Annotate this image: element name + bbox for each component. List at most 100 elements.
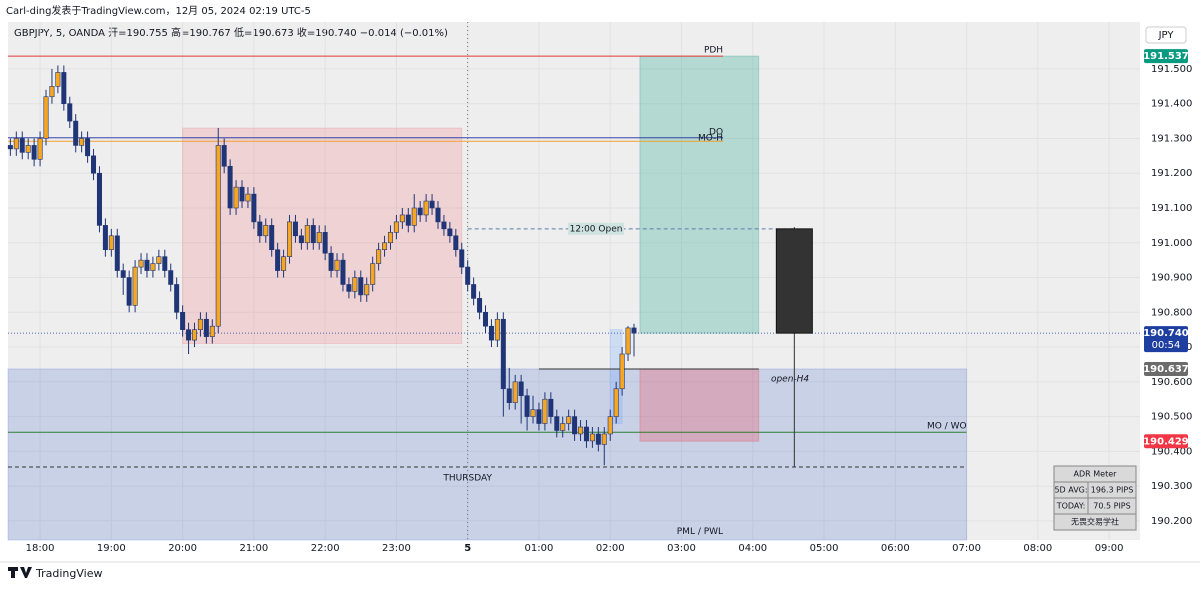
candle-body [13,138,19,150]
logo [8,567,32,578]
candle-body [548,398,554,417]
candle-body [477,298,483,313]
y-tick-label: 191.400 [1151,99,1192,110]
candle-body [108,235,114,251]
candle-body [447,228,453,237]
x-tick-label: 09:00 [1095,543,1124,554]
htf-body [775,228,813,334]
x-tick-label: 23:00 [382,543,411,554]
x-tick-label: 19:00 [97,543,126,554]
candle-body [61,72,67,104]
countdown: 00:54 [1152,340,1181,351]
x-tick-label: 5 [464,543,471,554]
candle-body [346,284,352,292]
candle-body [85,138,91,157]
candle-body [203,318,209,337]
candle-body [174,284,180,313]
candle-body [150,263,156,271]
candle-body [67,103,73,122]
candle-body [245,193,251,202]
candle-body [358,277,364,296]
candle-body [405,214,411,226]
candle-body [625,327,631,355]
y-tick-label: 190.500 [1151,412,1192,423]
footer-brand: TradingView [35,567,102,580]
plot-area [8,22,1140,540]
candle-body [73,120,79,146]
candle-body [156,256,162,264]
candle-body [572,416,578,435]
candle-body [162,256,168,271]
candle-body [191,329,197,341]
price-tag [1144,434,1188,449]
candle-body [91,155,97,174]
zone [7,368,968,541]
candle-body [423,200,429,216]
y-tick-label: 191.200 [1151,168,1192,179]
candle-body [215,145,221,327]
adr-cell: 196.3 PIPS [1091,486,1134,495]
candle-body [281,256,287,271]
candle-body [441,221,447,230]
level-label: PML / PWL [677,527,723,537]
candle-body [263,225,269,237]
candle-body [55,72,61,87]
candle-body [578,426,584,435]
candle-body [251,193,257,223]
adr-cell: TODAY: [1056,502,1086,511]
candle-body [186,329,192,341]
candle-body [287,221,293,257]
candle-body [536,409,542,424]
candle-body [453,235,459,251]
y-tick-label: 191.000 [1151,238,1192,249]
candle-body [168,270,174,285]
x-tick-label: 05:00 [810,543,839,554]
candle-body [459,249,465,268]
x-tick-label: 08:00 [1023,543,1052,554]
axis-bg [1140,0,1200,560]
candle-body [334,259,340,271]
y-tick-label: 190.900 [1151,273,1192,284]
level-label: open-H4 [771,374,809,384]
candle-body [518,381,524,397]
candle-body [7,145,13,150]
level-label: MO-H [698,134,723,144]
candle-body [512,381,518,403]
candle-body [96,172,102,226]
candle-body [25,145,31,153]
candle-body [376,249,382,264]
candle-body [275,249,281,271]
y-tick-label: 190.300 [1151,481,1192,492]
candle-body [530,409,536,417]
level-label: THURSDAY [442,473,492,483]
candle-body [43,96,49,139]
candle-body [607,416,613,435]
x-tick-label: 04:00 [738,543,767,554]
candle-body [382,242,388,251]
candle-body [631,327,637,334]
x-tick-label: 02:00 [596,543,625,554]
candle-body [239,186,245,202]
candle-body [524,395,530,417]
candle-body [79,138,85,146]
y-tick-label: 191.500 [1151,64,1192,75]
adr-cell: 70.5 PIPS [1093,502,1130,511]
candle-body [316,232,322,244]
y-tick-label: 191.100 [1151,203,1192,214]
candle-body [589,433,595,442]
y-tick-label: 190.800 [1151,307,1192,318]
price-tag [1144,361,1188,376]
candle-body [542,398,548,424]
candle-body [560,423,566,431]
level-label: PDH [704,46,723,56]
price-tag-label: 190.429 [1143,436,1189,447]
price-tag-label: 190.740 [1143,328,1189,339]
x-tick-label: 22:00 [311,543,340,554]
candle-body [257,221,263,237]
y-tick-label: 191.300 [1151,133,1192,144]
candle-body [471,284,477,299]
price-tag [1144,326,1188,353]
x-tick-label: 03:00 [667,543,696,554]
x-tick-label: 07:00 [952,543,981,554]
